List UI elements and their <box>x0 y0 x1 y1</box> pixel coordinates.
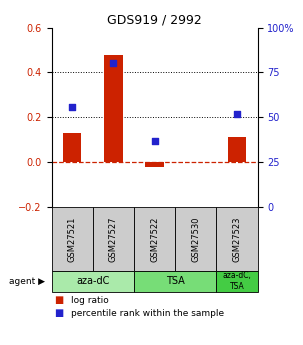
Text: ■: ■ <box>55 308 64 318</box>
Text: agent ▶: agent ▶ <box>9 277 45 286</box>
Text: GSM27521: GSM27521 <box>68 216 77 262</box>
Bar <box>145 162 164 167</box>
Text: percentile rank within the sample: percentile rank within the sample <box>71 309 224 318</box>
Point <box>235 111 239 117</box>
Text: ■: ■ <box>55 295 64 305</box>
Text: aza-dC: aza-dC <box>76 276 109 286</box>
Point <box>111 61 116 66</box>
Bar <box>228 137 246 162</box>
Text: aza-dC,
TSA: aza-dC, TSA <box>222 272 251 291</box>
Bar <box>104 55 123 162</box>
Point <box>70 104 75 109</box>
Text: GSM27530: GSM27530 <box>191 216 200 262</box>
Point <box>152 138 157 144</box>
Text: GSM27523: GSM27523 <box>232 216 241 262</box>
Text: TSA: TSA <box>166 276 185 286</box>
Bar <box>63 133 82 162</box>
Text: GSM27527: GSM27527 <box>109 216 118 262</box>
Text: log ratio: log ratio <box>71 296 109 305</box>
Text: GSM27522: GSM27522 <box>150 216 159 262</box>
Title: GDS919 / 2992: GDS919 / 2992 <box>107 13 202 27</box>
